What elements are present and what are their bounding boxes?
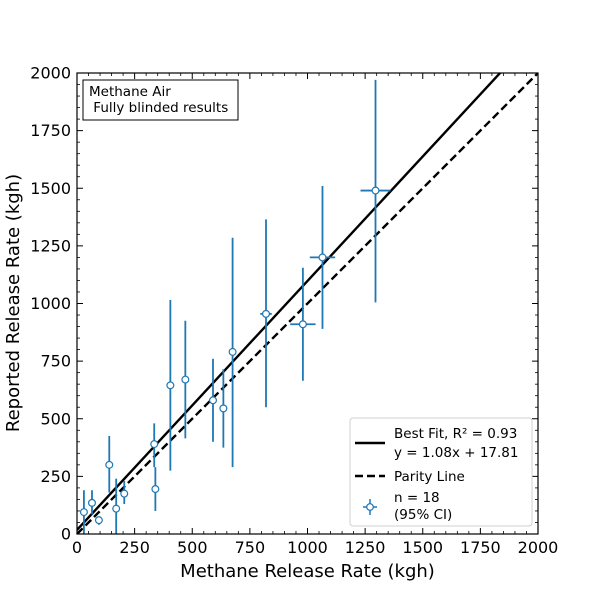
data-point [112, 478, 121, 534]
x-tick-label: 1750 [460, 538, 501, 557]
data-point [151, 467, 160, 511]
x-tick-label: 500 [177, 538, 208, 557]
data-marker [112, 504, 121, 513]
data-point [228, 237, 237, 468]
data-point [219, 369, 228, 448]
data-marker [262, 309, 271, 318]
y-tick-label: 1500 [30, 179, 71, 198]
legend-points-swatch [363, 499, 377, 515]
data-marker [120, 489, 129, 498]
legend-points-ci-label: (95% CI) [394, 507, 452, 523]
data-marker [318, 253, 327, 262]
data-point [260, 219, 272, 408]
legend-points-label: n = 18 [394, 490, 440, 506]
y-axis-ticks: 0 250 500 750 1000 1250 1500 1750 2000 [30, 64, 538, 544]
legend-best-fit-equation: y = 1.08x + 17.81 [394, 445, 518, 461]
plot-area [77, 73, 538, 534]
data-marker [228, 347, 237, 356]
data-marker [151, 485, 160, 494]
annotation-box: Methane Air Fully blinded results [82, 79, 239, 121]
legend-best-fit-label: Best Fit, R² = 0.93 [394, 426, 517, 442]
x-axis-label: Methane Release Rate (kgh) [180, 561, 435, 582]
x-tick-label: 0 [72, 538, 82, 557]
data-marker [87, 498, 96, 507]
y-tick-label: 750 [40, 352, 71, 371]
x-tick-label: 750 [235, 538, 266, 557]
x-tick-label: 1250 [345, 538, 386, 557]
data-marker [371, 186, 380, 195]
annotation-line-1: Methane Air [89, 84, 171, 100]
legend-frame [349, 417, 533, 527]
y-tick-label: 500 [40, 409, 71, 428]
data-point [208, 358, 217, 442]
y-tick-label: 0 [61, 525, 71, 544]
data-marker [166, 381, 175, 390]
y-axis-label: Reported Release Rate (kgh) [3, 174, 24, 432]
data-marker [219, 404, 228, 413]
y-tick-label: 2000 [30, 64, 71, 83]
annotation-line-2: Fully blinded results [89, 100, 228, 116]
y-tick-label: 250 [40, 467, 71, 486]
data-point [150, 423, 159, 468]
data-marker [79, 508, 88, 517]
axes-frame [76, 72, 539, 535]
x-tick-label: 1500 [402, 538, 443, 557]
data-marker [208, 396, 217, 405]
data-marker [94, 516, 103, 525]
y-tick-label: 1000 [30, 294, 71, 313]
data-point [309, 185, 336, 329]
data-point [120, 480, 129, 505]
data-point [290, 267, 316, 381]
data-points [79, 79, 391, 534]
legend-parity-label: Parity Line [394, 469, 465, 485]
x-tick-label: 2000 [518, 538, 559, 557]
data-point [105, 436, 114, 493]
data-marker [181, 375, 190, 384]
x-tick-label: 250 [119, 538, 150, 557]
data-marker [105, 460, 114, 469]
data-point [79, 490, 88, 534]
legend: Best Fit, R² = 0.93 y = 1.08x + 17.81 Pa… [349, 417, 533, 527]
data-point [181, 320, 190, 439]
data-point [94, 516, 103, 525]
y-tick-label: 1750 [30, 121, 71, 140]
data-point [87, 490, 96, 515]
data-marker [150, 440, 159, 449]
y-tick-label: 1250 [30, 236, 71, 255]
data-point [166, 300, 175, 471]
data-marker [298, 320, 307, 329]
data-point [360, 79, 391, 303]
annotation-frame [82, 79, 239, 121]
x-tick-label: 1000 [287, 538, 328, 557]
